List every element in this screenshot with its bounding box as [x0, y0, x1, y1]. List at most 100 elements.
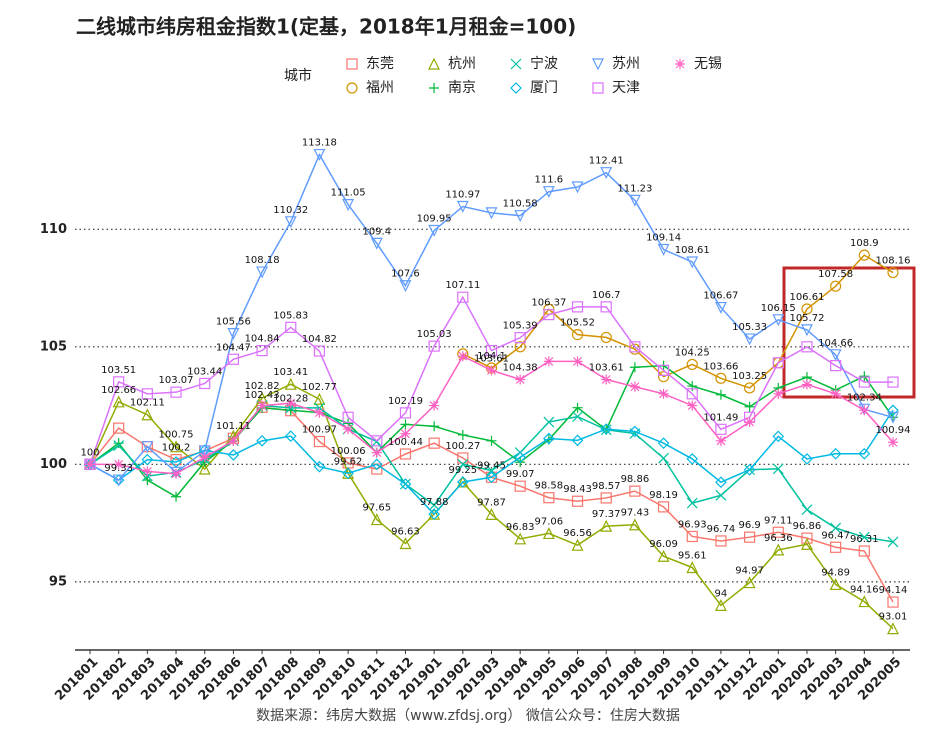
marker	[113, 376, 125, 388]
marker	[801, 341, 813, 353]
marker	[429, 83, 439, 93]
marker	[772, 314, 785, 327]
data-label: 105.56	[216, 317, 251, 328]
marker	[227, 328, 240, 341]
data-label: 96.74	[707, 524, 736, 535]
marker	[371, 435, 383, 447]
marker	[772, 463, 784, 475]
marker	[772, 430, 785, 443]
marker	[858, 376, 870, 388]
marker	[542, 527, 555, 540]
marker	[284, 430, 297, 442]
marker	[572, 411, 583, 423]
data-label: 93.01	[879, 612, 908, 623]
marker	[514, 480, 526, 492]
data-label: 106.15	[761, 303, 796, 314]
marker	[887, 411, 899, 424]
marker	[141, 388, 153, 400]
data-label: 106.67	[703, 291, 738, 302]
marker	[715, 489, 727, 501]
data-label: 111.6	[535, 175, 564, 186]
data-label: 98.57	[592, 481, 621, 492]
marker	[571, 328, 584, 341]
marker	[800, 324, 813, 337]
data-label: 100.44	[388, 437, 423, 448]
marker	[687, 381, 698, 392]
data-label: 99.25	[449, 465, 478, 476]
marker	[428, 508, 440, 521]
marker	[514, 341, 526, 353]
marker	[571, 181, 584, 194]
data-label: 101.49	[703, 412, 738, 423]
data-label: 103.66	[703, 361, 738, 372]
data-label: 96.56	[563, 528, 592, 539]
marker	[571, 301, 584, 313]
data-label: 96.31	[850, 534, 879, 545]
marker	[686, 561, 699, 574]
marker	[457, 291, 469, 303]
marker	[112, 474, 125, 487]
marker	[371, 447, 382, 458]
marker	[227, 449, 240, 461]
data-label: 98.19	[649, 490, 678, 501]
marker	[399, 280, 412, 293]
marker	[399, 448, 412, 460]
data-label: 97.87	[477, 497, 506, 508]
data-label: 96.93	[678, 519, 707, 530]
marker	[686, 530, 698, 543]
marker	[170, 386, 182, 398]
data-label: 98.43	[563, 484, 592, 495]
marker	[887, 536, 899, 548]
data-label: 103.61	[589, 362, 624, 373]
marker	[801, 379, 812, 390]
legend-label: 无锡	[694, 56, 722, 72]
data-label: 111.23	[617, 183, 652, 194]
data-label: 102.34	[847, 392, 882, 403]
legend-label: 苏州	[612, 56, 640, 72]
marker	[400, 428, 411, 439]
marker	[744, 382, 756, 394]
marker	[170, 440, 183, 453]
marker	[457, 351, 468, 362]
data-label: 100.75	[159, 430, 194, 441]
marker	[571, 538, 584, 551]
marker	[773, 388, 784, 399]
marker	[457, 458, 469, 470]
marker	[601, 374, 612, 385]
marker	[485, 471, 498, 484]
marker	[829, 349, 842, 362]
data-label: 99.07	[506, 469, 535, 480]
marker	[686, 256, 699, 269]
marker	[772, 526, 784, 538]
marker	[285, 398, 296, 409]
data-label: 109.4	[362, 226, 391, 237]
marker	[429, 421, 440, 432]
data-label: 108.9	[850, 238, 879, 249]
data-label: 97.06	[535, 516, 564, 527]
data-label: 109.95	[417, 213, 452, 224]
legend-item: 东莞	[346, 56, 394, 72]
marker	[428, 57, 440, 70]
data-label: 100.97	[302, 425, 337, 436]
marker	[801, 453, 813, 465]
marker	[772, 543, 785, 556]
marker	[256, 434, 268, 447]
legend-label: 福州	[366, 80, 394, 96]
marker	[542, 186, 555, 199]
marker	[285, 321, 297, 333]
marker	[112, 395, 125, 408]
marker	[744, 401, 755, 412]
marker	[543, 416, 555, 428]
legend-label: 厦门	[530, 80, 558, 96]
marker	[744, 417, 755, 428]
data-label: 108.16	[876, 256, 911, 267]
marker	[859, 405, 870, 416]
data-label: 96.83	[506, 522, 535, 533]
legend-item: 杭州	[428, 56, 476, 72]
data-label: 97.65	[362, 503, 391, 514]
data-label: 110.32	[273, 205, 308, 216]
data-label: 103.41	[273, 367, 308, 378]
data-label: 95.61	[678, 551, 707, 562]
marker	[543, 432, 555, 445]
marker	[830, 360, 842, 372]
